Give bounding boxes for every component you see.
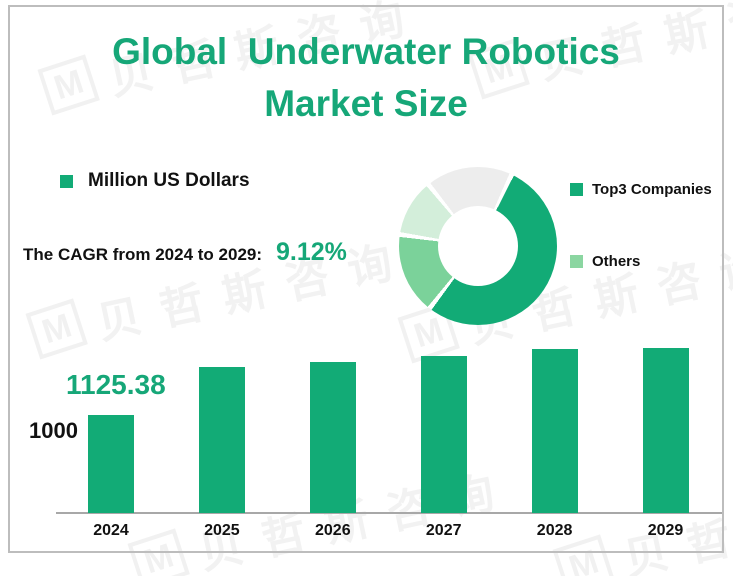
cagr-value: 9.12% bbox=[276, 238, 347, 266]
chart-frame-border bbox=[8, 5, 724, 553]
x-label-2027: 2027 bbox=[425, 522, 462, 539]
x-label-2025: 2025 bbox=[204, 522, 240, 539]
x-label-2028: 2028 bbox=[536, 522, 573, 539]
x-label-2024: 2024 bbox=[93, 522, 129, 539]
bar-2027 bbox=[420, 356, 467, 513]
title-line-1: Global Underwater Robotics bbox=[112, 31, 620, 72]
legend-item-top3-companies: Top3 Companies bbox=[570, 181, 712, 198]
title-line-2: Market Size bbox=[264, 83, 468, 124]
unit-legend: Million US Dollars bbox=[60, 170, 250, 192]
bar-2025 bbox=[198, 367, 245, 513]
x-axis-line bbox=[56, 512, 722, 514]
x-label-2029: 2029 bbox=[647, 522, 684, 539]
unit-legend-swatch-icon bbox=[60, 174, 73, 188]
legend-label-others: Others bbox=[592, 253, 641, 270]
bar-2026 bbox=[309, 362, 356, 513]
page-title: Global Underwater Robotics Market Size bbox=[8, 26, 724, 130]
top3-companies-swatch-icon bbox=[570, 183, 583, 196]
unit-legend-label: Million US Dollars bbox=[88, 170, 250, 191]
bar-2024 bbox=[88, 415, 134, 513]
legend-label-top3: Top3 Companies bbox=[592, 181, 712, 198]
cagr-label: The CAGR from 2024 to 2029: bbox=[23, 245, 263, 264]
donut-hole bbox=[438, 206, 518, 286]
bar-data-label-2024: 1125.38 bbox=[66, 369, 166, 400]
legend-item-others: Others bbox=[570, 253, 640, 270]
cagr-row: The CAGR from 2024 to 2029: 9.12% bbox=[23, 238, 347, 267]
donut-chart bbox=[399, 167, 557, 325]
bar-2029 bbox=[642, 348, 689, 513]
others-swatch-icon bbox=[570, 255, 583, 268]
y-axis-tick-label: 1000 bbox=[29, 418, 78, 443]
x-label-2026: 2026 bbox=[315, 522, 351, 539]
bar-2028 bbox=[531, 349, 578, 513]
